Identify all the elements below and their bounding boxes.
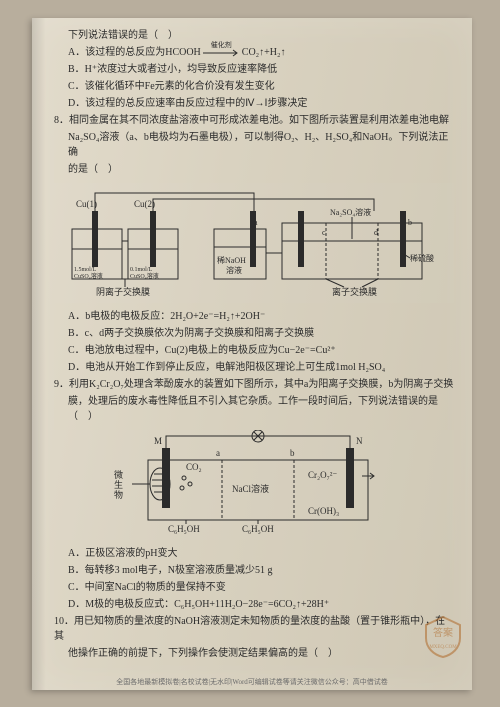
svg-text:C₆H₅OH: C₆H₅OH — [242, 524, 274, 534]
q7-option-c: C．该催化循环中Fe元素的化合价没有发生变化 — [54, 79, 454, 94]
svg-text:N: N — [356, 436, 363, 446]
footer-text: 全国各地最新模拟卷|名校试卷|无水印|Word可编辑试卷等请关注微信公众号：高中… — [32, 677, 472, 688]
q7-option-d: D．该过程的总反应速率由反应过程中的Ⅳ→Ⅰ步骤决定 — [54, 96, 454, 111]
svg-text:CuSO₄溶液: CuSO₄溶液 — [74, 272, 103, 280]
svg-text:a: a — [254, 218, 258, 227]
svg-text:Cr(OH)₃: Cr(OH)₃ — [308, 506, 339, 516]
q9-stem-2: 膜，处理后的废水毒性降低且不引入其它杂质。工作一段时间后，下列说法错误的是（ ） — [54, 394, 454, 424]
svg-text:M: M — [154, 436, 162, 446]
svg-text:a: a — [216, 448, 220, 458]
q8-option-d: D．电池从开始工作到停止反应，电解池阳极区理论上可生成1mol H₂SO₄ — [54, 360, 454, 375]
label-cu2: Cu(2) — [134, 199, 155, 209]
q7-option-b: B．H⁺浓度过大或者过小，均导致反应速率降低 — [54, 62, 454, 77]
q8-stem-2: Na₂SO₄溶液（a、b电极均为石墨电极），可以制得O₂、H₂、H₂SO₄和Na… — [54, 130, 454, 160]
svg-text:0.1mol/L: 0.1mol/L — [130, 267, 153, 273]
q10-stem-2: 他操作正确的前提下，下列操作会使测定结果偏高的是（ ） — [54, 646, 454, 661]
svg-text:1.5mol/L: 1.5mol/L — [74, 267, 97, 273]
q8-stem-3: 的是（ ） — [54, 162, 454, 177]
q8-option-c: C．电池放电过程中，Cu(2)电极上的电极反应为Cu−2e⁻=Cu²⁺ — [54, 343, 454, 358]
arrow-icon: 催化剂 — [203, 49, 239, 57]
q9-stem-1: 9．利用K₂Cr₂O₇处理含苯酚废水的装置如下图所示，其中a为阳离子交换膜，b为… — [54, 377, 454, 392]
svg-text:d: d — [374, 228, 378, 237]
q8-stem-1: 8．相同金属在其不同浓度盐溶液中可形成浓差电池。如下图所示装置是利用浓差电池电解 — [54, 113, 454, 128]
q9-option-d: D．M极的电极反应式：C₆H₅OH+11H₂O−28e⁻=6CO₂↑+28H⁺ — [54, 597, 454, 612]
svg-text:b: b — [408, 218, 412, 227]
svg-text:b: b — [290, 448, 295, 458]
arrow-label: 催化剂 — [203, 40, 239, 51]
q9-option-b: B．每转移3 mol电子，N极室溶液质量减少51 g — [54, 563, 454, 578]
q10-stem-1: 10．用已知物质的量浓度的NaOH溶液测定未知物质的量浓度的盐酸（置于锥形瓶中）… — [54, 614, 454, 644]
q8-option-b: B．c、d两子交换膜依次为阴离子交换膜和阳离子交换膜 — [54, 326, 454, 341]
svg-text:稀硫酸: 稀硫酸 — [410, 253, 434, 263]
q7-a-left: A．该过程的总反应为HCOOH — [68, 47, 201, 58]
svg-text:c: c — [322, 228, 326, 237]
svg-text:MXEQ.COM: MXEQ.COM — [429, 645, 457, 650]
label-anion-membrane: 阴离子交换膜 — [96, 286, 150, 297]
svg-text:生: 生 — [114, 479, 123, 490]
svg-text:NaCl溶液: NaCl溶液 — [232, 483, 269, 494]
q9-option-c: C．中间室NaCl的物质的量保持不变 — [54, 580, 454, 595]
svg-text:答案: 答案 — [433, 626, 453, 639]
svg-text:微: 微 — [114, 469, 123, 480]
svg-text:溶液: 溶液 — [226, 265, 242, 275]
label-cu1: Cu(1) — [76, 199, 97, 209]
stem-header: 下列说法错误的是（ ） — [54, 28, 454, 43]
watermark-icon: 答案 MXEQ.COM — [420, 614, 466, 660]
svg-text:物: 物 — [114, 489, 123, 500]
svg-text:CuSO₄溶液: CuSO₄溶液 — [130, 272, 159, 280]
svg-text:稀NaOH: 稀NaOH — [217, 255, 246, 265]
svg-text:CO₂: CO₂ — [186, 462, 202, 472]
label-ion-membrane: 离子交换膜 — [332, 286, 377, 297]
diagram-electrolysis: Cu(1) Cu(2) 1.5mol/L CuSO₄溶液 0.1mol/L Cu… — [54, 183, 454, 303]
q7-a-right: CO₂↑+H₂↑ — [242, 47, 286, 58]
svg-text:Cr₂O₇²⁻: Cr₂O₇²⁻ — [308, 470, 337, 480]
q8-option-a: A．b电极的电极反应：2H₂O+2e⁻=H₂↑+2OH⁻ — [54, 309, 454, 324]
svg-text:Na₂SO₄溶液: Na₂SO₄溶液 — [330, 207, 371, 217]
svg-text:C₆H₅OH: C₆H₅OH — [168, 524, 200, 534]
exam-page: 下列说法错误的是（ ） A．该过程的总反应为HCOOH 催化剂 CO₂↑+H₂↑… — [32, 18, 472, 690]
q7-option-a: A．该过程的总反应为HCOOH 催化剂 CO₂↑+H₂↑ — [54, 45, 454, 60]
diagram-phenol: a b M N 微 生 物 CO₂ — [54, 430, 454, 540]
q9-option-a: A．正极区溶液的pH变大 — [54, 546, 454, 561]
